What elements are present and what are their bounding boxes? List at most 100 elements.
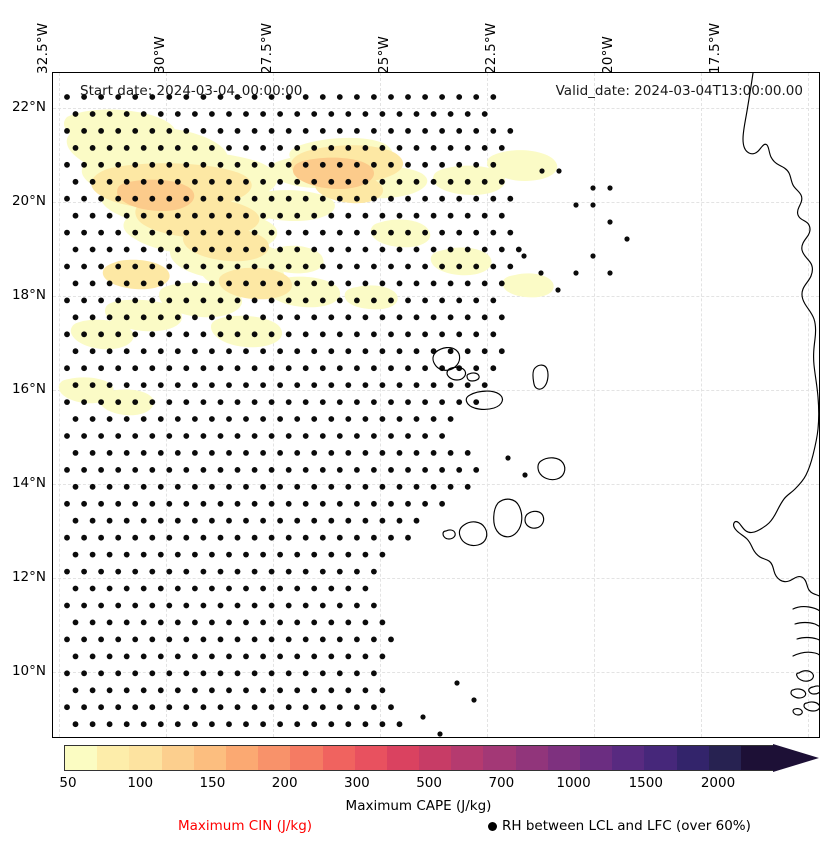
rh-dot [200, 128, 207, 134]
rh-dot [447, 483, 454, 490]
rh-dot [328, 382, 335, 388]
rh-dot [311, 687, 318, 694]
rh-dot [302, 500, 309, 507]
rh-dot [200, 399, 207, 405]
rh-dot [183, 399, 190, 405]
rh-dot [456, 331, 463, 338]
rh-dot [319, 568, 326, 575]
rh-dot [573, 202, 579, 208]
rh-dot [336, 399, 343, 405]
rh-dot [98, 94, 104, 100]
rh-dot [260, 619, 266, 626]
rh-dot [140, 246, 147, 253]
rh-dot [277, 721, 283, 728]
rh-dot [302, 161, 309, 168]
rh-dot [481, 145, 488, 151]
rh-dot [132, 263, 139, 270]
rh-dot [89, 382, 96, 388]
rh-dot [157, 314, 164, 321]
rh-dot [362, 653, 369, 660]
rh-dot [81, 161, 87, 168]
rh-dot [396, 721, 403, 728]
rh-dot [243, 721, 249, 728]
rh-dot [123, 314, 130, 321]
map-plot-area[interactable]: Start date: 2024-03-04_00:00:00 Valid_da… [52, 72, 820, 738]
rh-dot [277, 551, 283, 558]
y-tick-label: 20°N [11, 193, 46, 209]
rh-dot [311, 416, 318, 422]
rh-dot [456, 297, 463, 304]
rh-dot [89, 111, 96, 117]
rh-dot [149, 670, 156, 677]
rh-dot [64, 229, 70, 236]
rh-dot [106, 111, 113, 117]
rh-dot [354, 399, 360, 405]
cape-colorbar[interactable]: 50 100 150 200 300 500 700 1000 1500 2000 [59, 744, 820, 791]
rh-dot [260, 348, 266, 355]
rh-dot [396, 483, 403, 490]
rh-dot [371, 94, 377, 100]
rh-dot [115, 500, 122, 507]
rh-dot [140, 212, 147, 219]
rh-dot [149, 161, 156, 168]
rh-dot [396, 517, 403, 524]
x-tick-label: 27.5°W [259, 22, 275, 74]
rh-dot [183, 331, 190, 338]
colorbar-segment [419, 746, 452, 770]
rh-dot [260, 145, 266, 151]
rh-dot [379, 145, 386, 151]
rh-dot [183, 602, 190, 609]
colorbar-tick-label: 50 [59, 775, 77, 791]
rh-dot [234, 297, 241, 304]
rh-dot [140, 619, 147, 626]
rh-dot [140, 517, 147, 524]
rh-dot [268, 94, 275, 100]
rh-dot [371, 467, 377, 473]
rh-dot [430, 450, 437, 456]
rh-dot [379, 111, 386, 117]
rh-dot [192, 212, 198, 219]
rh-dot [336, 365, 343, 372]
guinea-bissau-coast [792, 651, 819, 657]
rh-dot [149, 128, 156, 134]
rh-dot [192, 450, 198, 456]
rh-dot [405, 399, 411, 405]
rh-dot [81, 229, 87, 236]
rh-dot [260, 450, 266, 456]
rh-dot [354, 704, 360, 711]
rh-dot [607, 270, 613, 276]
colorbar-segment [161, 746, 194, 770]
rh-dot [260, 551, 266, 558]
cape-verde-sao-vicente [446, 366, 467, 381]
rh-dot [209, 382, 215, 388]
rh-dot [140, 178, 147, 185]
rh-dot [81, 263, 87, 270]
rh-dot [454, 680, 460, 686]
rh-dot [183, 500, 190, 507]
rh-dot [192, 111, 198, 117]
rh-dot [149, 229, 156, 236]
rh-dot [192, 416, 198, 422]
colorbar-segment [65, 746, 98, 770]
rh-dot [132, 128, 139, 134]
rh-dot [336, 534, 343, 541]
rh-dot [405, 433, 411, 439]
rh-dot [345, 314, 352, 321]
rh-dot [328, 178, 335, 185]
rh-dot [226, 280, 232, 287]
rh-dot [149, 500, 156, 507]
rh-dot [72, 687, 79, 694]
rh-dot [473, 263, 480, 270]
rh-dot [234, 602, 241, 609]
rh-dot [328, 348, 335, 355]
rh-dot [456, 399, 463, 405]
rh-dot [396, 382, 403, 388]
rh-dot [345, 517, 352, 524]
rh-dot [311, 653, 318, 660]
rh-dot [89, 416, 96, 422]
rh-dot [192, 178, 198, 185]
rh-dot [123, 619, 130, 626]
rh-dot [183, 161, 190, 168]
rh-dot [260, 687, 266, 694]
rh-dot [166, 433, 173, 439]
